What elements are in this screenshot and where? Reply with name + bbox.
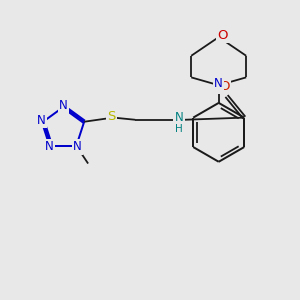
Text: H: H	[176, 124, 183, 134]
Text: N: N	[73, 140, 82, 153]
Text: S: S	[107, 110, 116, 123]
Text: O: O	[218, 29, 228, 42]
Text: N: N	[37, 114, 46, 127]
Text: N: N	[214, 77, 223, 90]
Text: N: N	[59, 99, 68, 112]
Text: N: N	[45, 140, 53, 153]
Text: O: O	[219, 80, 230, 93]
Text: N: N	[175, 111, 184, 124]
